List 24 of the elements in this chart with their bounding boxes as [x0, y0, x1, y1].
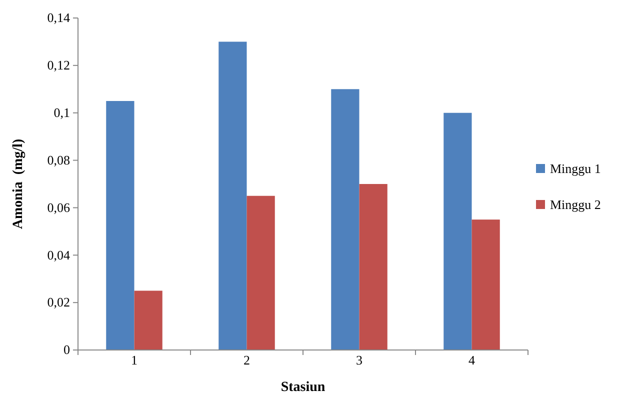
bar [359, 184, 388, 350]
x-axis-title: Stasiun [280, 380, 326, 395]
y-tick-label: 0 [64, 342, 70, 358]
y-tick-label: 0,04 [47, 247, 70, 262]
legend-label: Minggu 2 [550, 197, 601, 212]
x-tick-label: 1 [131, 352, 138, 368]
bar [444, 112, 472, 350]
y-tick-label: 0,08 [47, 152, 70, 168]
y-tick-label: 0,14 [47, 10, 70, 26]
y-tick-label: 0,06 [47, 200, 70, 215]
y-tick-label: 0,02 [47, 294, 70, 310]
bar [218, 42, 247, 350]
x-tick-label: 3 [356, 352, 362, 368]
bar [134, 290, 162, 350]
y-tick-label: 0,12 [47, 58, 70, 73]
bar [106, 101, 134, 350]
bar [246, 196, 275, 350]
bar [472, 220, 500, 350]
y-axis-title: Amonia (mg/l) [11, 138, 26, 230]
y-tick-label: 0,1 [54, 105, 70, 120]
x-tick-label: 2 [244, 352, 250, 368]
x-tick-label: 4 [468, 352, 476, 368]
bar [331, 89, 360, 350]
legend-label: Minggu 1 [550, 161, 601, 176]
